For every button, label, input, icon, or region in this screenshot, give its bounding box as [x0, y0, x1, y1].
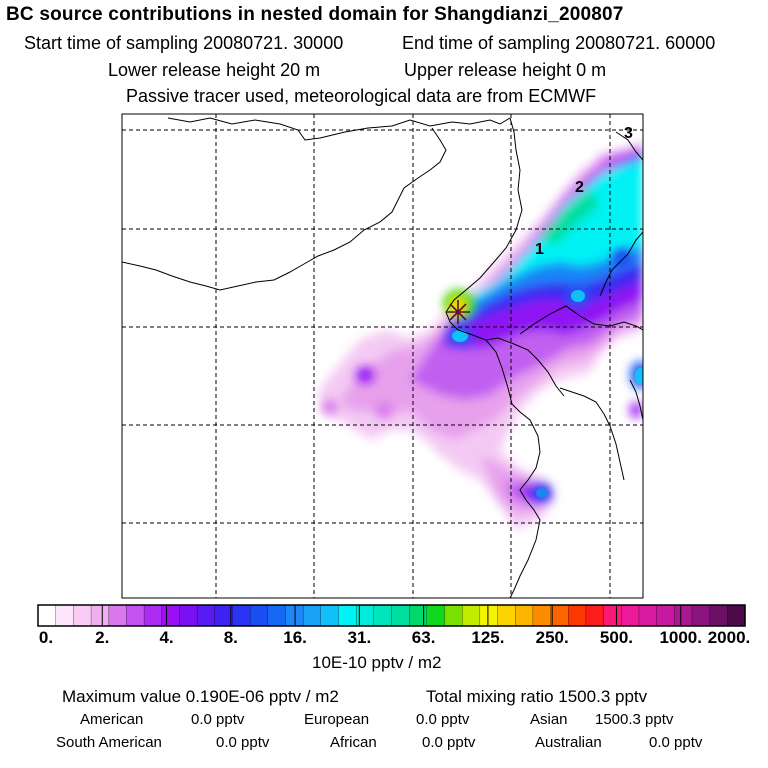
colorbar-cell: [568, 604, 587, 627]
colorbar-cells: [37, 604, 746, 627]
colorbar-cell: [373, 604, 393, 627]
colorbar-tick-label: 500.: [599, 628, 633, 647]
end-time-label: End time of sampling 20080721. 60000: [402, 33, 716, 53]
colorbar-cell: [621, 604, 640, 627]
colorbar-cell: [108, 604, 127, 627]
colorbar-cell: [320, 604, 340, 627]
colorbar-cell: [73, 604, 92, 627]
lower-release-height-label: Lower release height 20 m: [108, 60, 321, 80]
colorbar-cell: [497, 604, 516, 627]
start-time-label: Start time of sampling 20080721. 30000: [24, 33, 344, 53]
colorbar-tick-label: 31.: [347, 628, 372, 647]
total-mixing-ratio: Total mixing ratio 1500.3 pptv: [426, 687, 648, 706]
region-value-african: 0.0 pptv: [422, 734, 476, 751]
colorbar-cell: [550, 604, 569, 627]
contour-label-3: 3: [624, 125, 633, 142]
colorbar-tick-label: 250.: [535, 628, 569, 647]
colorbar-tick-label: 125.: [471, 628, 505, 647]
colorbar-tick-label: 2000.: [707, 628, 751, 647]
colorbar-tick-label: 1000.: [659, 628, 702, 647]
region-label-american: American: [80, 711, 144, 728]
release-site-marker: [446, 300, 470, 324]
colorbar-cell: [161, 604, 180, 627]
colorbar-cell: [479, 604, 499, 627]
colorbar-tick-label: 16.: [283, 628, 307, 647]
colorbar-cell: [90, 604, 110, 627]
colorbar-tick-label: 0.: [38, 628, 54, 647]
region-label-australian: Australian: [535, 734, 602, 751]
colorbar-cell: [196, 604, 216, 627]
region-value-australian: 0.0 pptv: [649, 734, 703, 751]
colorbar-cell: [674, 604, 693, 627]
colorbar-cell: [709, 604, 728, 627]
colorbar-cell: [409, 604, 428, 627]
contour-label-1: 1: [535, 241, 544, 258]
coastlines: [122, 117, 643, 598]
graticule: [122, 114, 643, 598]
colorbar-cell: [143, 604, 163, 627]
region-value-european: 0.0 pptv: [416, 711, 470, 728]
colorbar-cell: [55, 604, 74, 627]
colorbar-cell: [444, 604, 463, 627]
colorbar-cell: [232, 604, 251, 627]
colorbar-tick-label: 4.: [159, 628, 174, 647]
colorbar-cell: [656, 604, 675, 627]
colorbar-cell: [532, 604, 552, 627]
colorbar-cell: [515, 604, 534, 627]
colorbar-cell: [126, 604, 145, 627]
map-frame: [121, 113, 644, 599]
plume-field: [318, 140, 643, 530]
region-label-south-american: South American: [56, 734, 162, 751]
plot-title: BC source contributions in nested domain…: [6, 4, 624, 25]
region-value-asian: 1500.3 pptv: [595, 711, 674, 728]
region-label-african: African: [330, 734, 377, 751]
region-value-south-american: 0.0 pptv: [216, 734, 270, 751]
colorbar-cell: [302, 604, 322, 627]
colorbar-frame: [37, 604, 746, 627]
colorbar-units: 10E-10 pptv / m2: [312, 653, 442, 672]
colorbar-cell: [691, 604, 711, 627]
colorbar-cell: [179, 604, 198, 627]
colorbar-cell: [338, 604, 357, 627]
colorbar-tick-label: 2.: [95, 628, 110, 647]
colorbar-cell: [214, 604, 233, 627]
colorbar-cell: [355, 604, 375, 627]
colorbar-cell: [37, 604, 57, 627]
colorbar-cell: [638, 604, 658, 627]
colorbar-tick-label: 63.: [411, 628, 436, 647]
region-value-american: 0.0 pptv: [191, 711, 245, 728]
colorbar-cell: [391, 604, 410, 627]
region-label-asian: Asian: [530, 711, 568, 728]
tracer-note: Passive tracer used, meteorological data…: [126, 86, 597, 106]
colorbar-cell: [603, 604, 622, 627]
colorbar-tick-label: 8.: [223, 628, 238, 647]
colorbar-cell: [727, 604, 746, 627]
upper-release-height-label: Upper release height 0 m: [404, 60, 607, 80]
colorbar-cell: [267, 604, 286, 627]
colorbar-cell: [585, 604, 605, 627]
colorbar-cell: [462, 604, 481, 627]
colorbar-cell: [426, 604, 446, 627]
region-label-european: European: [304, 711, 370, 728]
maximum-value: Maximum value 0.190E-06 pptv / m2: [62, 687, 339, 706]
colorbar-cell: [249, 604, 269, 627]
contour-label-2: 2: [575, 179, 584, 196]
colorbar-cell: [285, 604, 304, 627]
